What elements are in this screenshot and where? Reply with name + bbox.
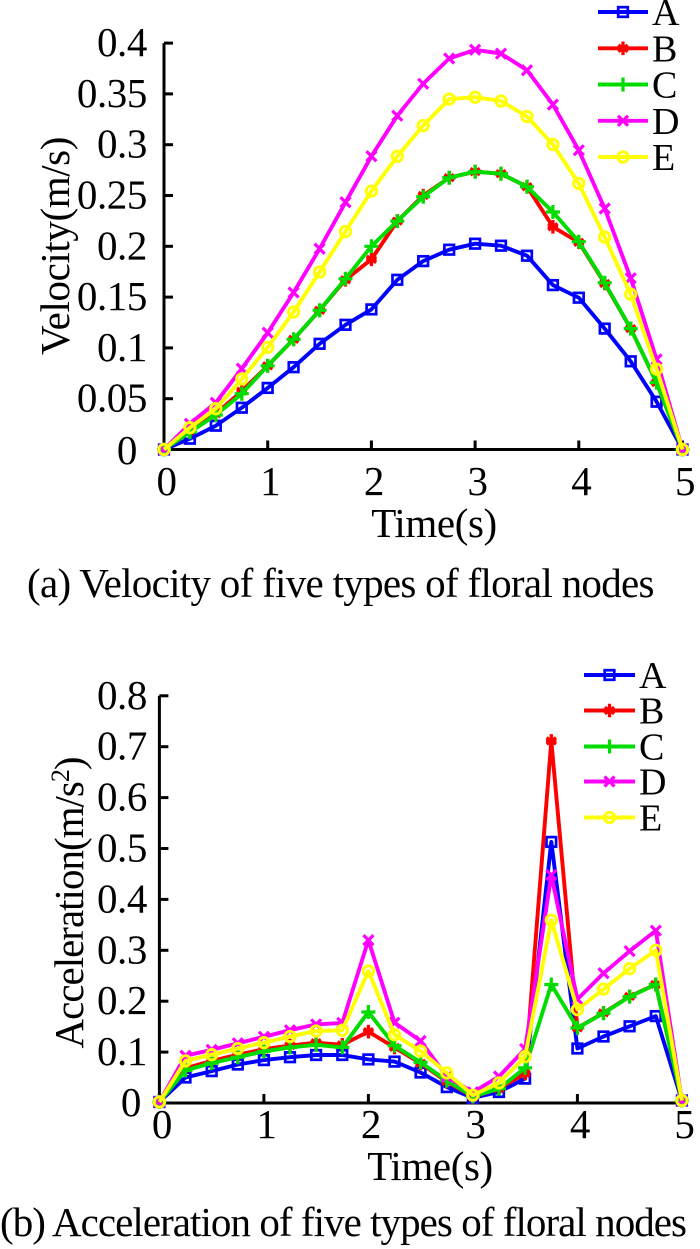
svg-text:0.4: 0.4 (97, 875, 147, 921)
svg-text:E: E (652, 137, 675, 179)
svg-text:C: C (639, 727, 664, 769)
svg-text:0.2: 0.2 (97, 222, 147, 268)
svg-text:0.3: 0.3 (97, 121, 147, 167)
svg-text:D: D (652, 101, 679, 143)
svg-text:3: 3 (465, 1101, 485, 1147)
svg-text:2: 2 (364, 458, 384, 504)
svg-text:1: 1 (260, 458, 280, 504)
svg-text:0.4: 0.4 (97, 19, 147, 65)
svg-text:0.3: 0.3 (97, 926, 147, 972)
svg-text:Acceleration(m/s2): Acceleration(m/s2) (46, 758, 93, 1049)
svg-text:4: 4 (570, 1101, 590, 1147)
svg-text:0: 0 (152, 1101, 172, 1147)
svg-text:0: 0 (156, 458, 176, 504)
svg-text:A: A (639, 655, 667, 697)
svg-text:0.15: 0.15 (77, 273, 147, 319)
svg-text:Velocity(m/s): Velocity(m/s) (32, 137, 78, 355)
svg-text:0.1: 0.1 (97, 324, 147, 370)
svg-text:(b) Acceleration of five types: (b) Acceleration of five types of floral… (0, 1199, 686, 1245)
svg-text:E: E (639, 798, 662, 840)
svg-text:Time(s): Time(s) (371, 500, 497, 546)
svg-text:(a) Velocity of five types of: (a) Velocity of five types of floral nod… (27, 560, 654, 606)
svg-text:0: 0 (117, 427, 137, 473)
svg-text:0.35: 0.35 (77, 70, 147, 116)
svg-text:0.2: 0.2 (97, 977, 147, 1023)
svg-text:0.5: 0.5 (97, 825, 147, 871)
svg-text:4: 4 (571, 458, 591, 504)
svg-text:A: A (652, 0, 680, 34)
svg-text:5: 5 (674, 1101, 694, 1147)
svg-text:3: 3 (468, 458, 488, 504)
svg-text:0.05: 0.05 (77, 375, 147, 421)
svg-text:Time(s): Time(s) (367, 1143, 493, 1189)
svg-text:B: B (639, 691, 664, 733)
svg-text:1: 1 (256, 1101, 276, 1147)
svg-text:D: D (639, 762, 666, 804)
svg-text:0.1: 0.1 (97, 1028, 147, 1074)
svg-text:2: 2 (361, 1101, 381, 1147)
svg-text:5: 5 (675, 458, 695, 504)
svg-text:B: B (652, 28, 677, 70)
svg-text:0.7: 0.7 (97, 723, 147, 769)
svg-text:0.25: 0.25 (77, 172, 147, 218)
svg-text:C: C (652, 65, 677, 107)
svg-text:0: 0 (121, 1079, 141, 1125)
svg-text:0.6: 0.6 (97, 774, 147, 820)
svg-text:0.8: 0.8 (97, 672, 147, 718)
